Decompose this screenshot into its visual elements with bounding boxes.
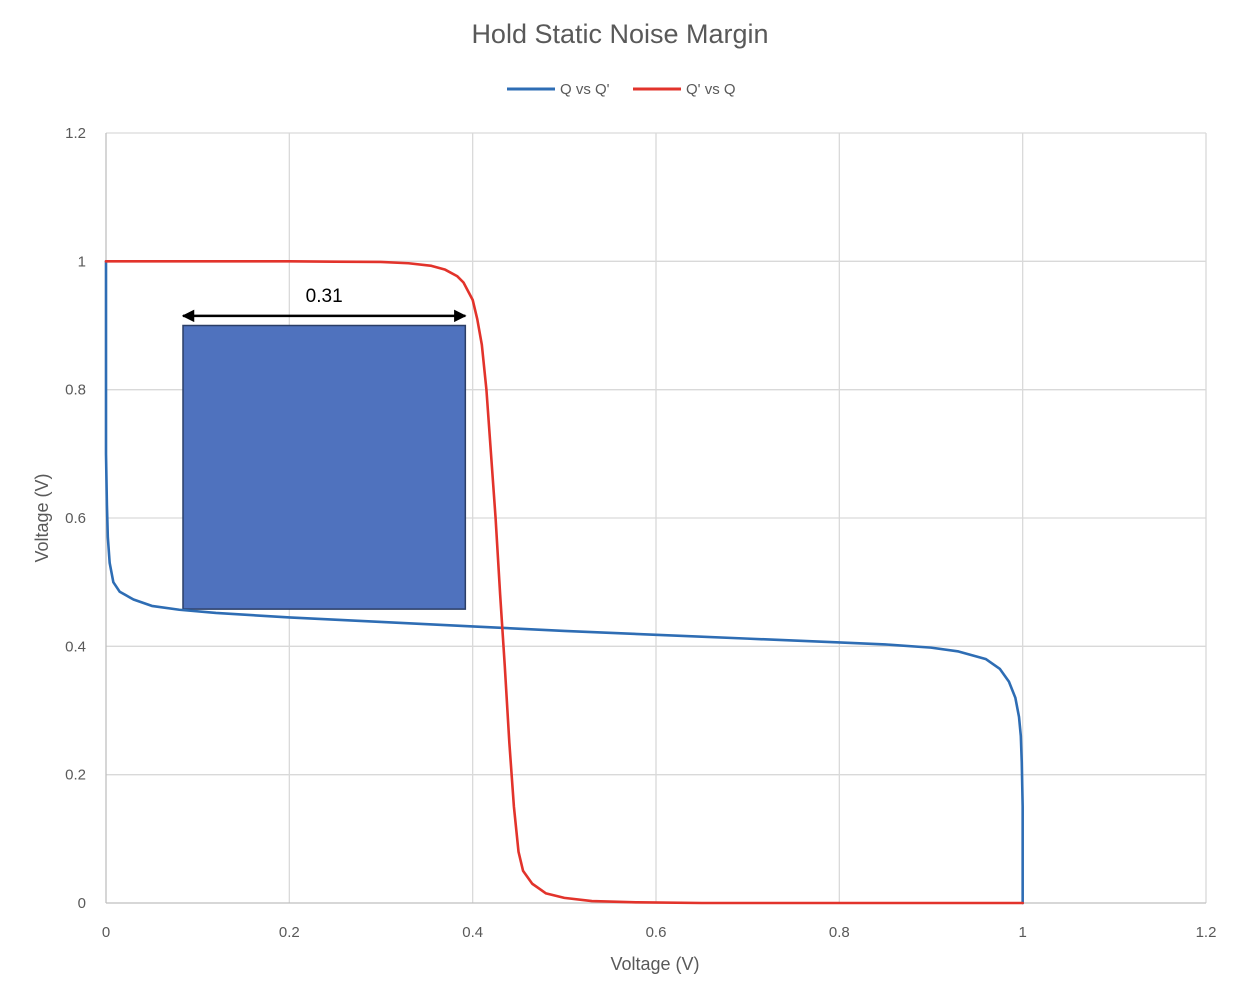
x-tick-label: 0.2: [279, 924, 300, 941]
y-tick-label: 0.8: [65, 382, 86, 399]
legend-label-2: Q' vs Q: [686, 81, 736, 98]
y-tick-label: 1: [78, 253, 86, 270]
y-tick-label: 1.2: [65, 125, 86, 142]
y-axis-title: Voltage (V): [32, 473, 52, 562]
y-tick-label: 0.2: [65, 767, 86, 784]
x-tick-label: 1.2: [1196, 924, 1217, 941]
series-line-1: [104, 260, 1024, 905]
x-tick-label: 0.8: [829, 924, 850, 941]
x-tick-label: 0: [102, 924, 110, 941]
y-tick-label: 0.6: [65, 510, 86, 527]
x-axis-title: Voltage (V): [610, 954, 699, 974]
noise-margin-label: 0.31: [306, 286, 343, 307]
annotations: [182, 324, 467, 610]
series-group: [104, 260, 1024, 905]
x-tick-label: 1: [1018, 924, 1026, 941]
legend: Q vs Q' Q' vs Q: [507, 81, 736, 98]
y-tick-label: 0: [78, 895, 86, 912]
x-tick-label: 0.4: [462, 924, 483, 941]
noise-margin-square: [182, 324, 467, 610]
annotation-labels: 0.31: [181, 286, 467, 323]
y-tick-label: 0.4: [65, 638, 86, 655]
series-line-2: [104, 260, 1024, 905]
legend-label-1: Q vs Q': [560, 81, 610, 98]
x-tick-label: 0.6: [646, 924, 667, 941]
chart-title: Hold Static Noise Margin: [471, 19, 768, 49]
